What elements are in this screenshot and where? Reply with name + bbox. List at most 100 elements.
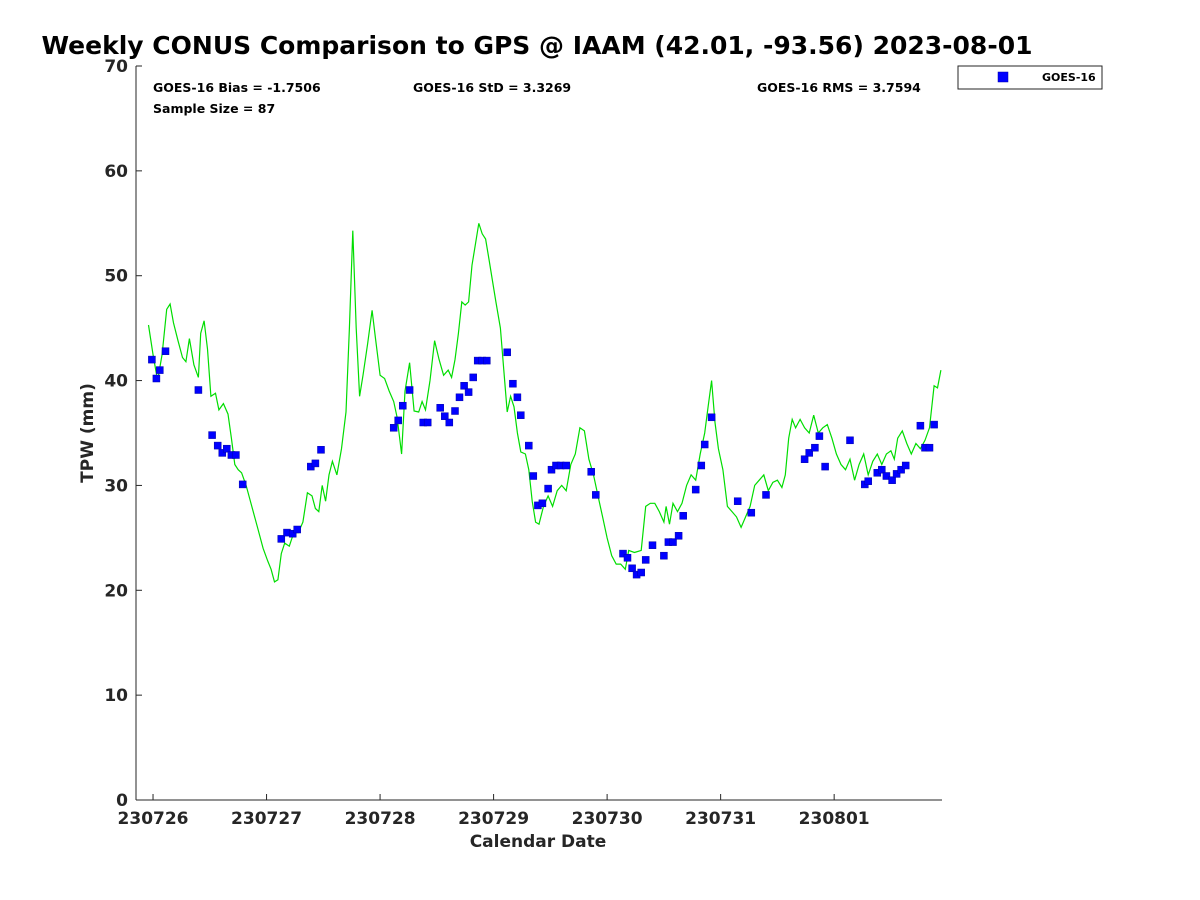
y-tick-label: 50 bbox=[104, 267, 128, 287]
legend: GOES-16 bbox=[957, 65, 1103, 90]
goes16-data-point bbox=[194, 386, 203, 394]
std-stat: GOES-16 StD = 3.3269 bbox=[413, 80, 571, 95]
y-tick-label: 70 bbox=[104, 57, 128, 77]
goes16-data-point bbox=[592, 491, 600, 499]
goes16-data-point bbox=[700, 440, 709, 449]
y-tick-label: 0 bbox=[116, 791, 128, 811]
goes16-data-point bbox=[317, 446, 325, 454]
bias-stat: GOES-16 Bias = -1.7506 bbox=[153, 80, 321, 95]
goes16-data-point bbox=[148, 355, 156, 364]
x-axis-label: Calendar Date bbox=[470, 832, 607, 852]
goes16-data-point bbox=[156, 366, 164, 374]
rms-stat: GOES-16 RMS = 3.7594 bbox=[757, 80, 921, 95]
goes16-data-point bbox=[503, 348, 511, 357]
y-tick-label: 60 bbox=[104, 162, 128, 182]
y-tick-label: 40 bbox=[104, 372, 128, 392]
goes16-data-point bbox=[223, 444, 231, 453]
goes16-data-point bbox=[805, 449, 813, 457]
goes16-data-point bbox=[538, 499, 547, 508]
goes16-data-point bbox=[815, 432, 824, 440]
goes16-data-point bbox=[517, 411, 525, 419]
y-tick-label: 10 bbox=[104, 686, 128, 706]
goes16-data-point bbox=[733, 497, 742, 505]
y-axis-label: TPW (mm) bbox=[78, 383, 98, 483]
goes16-data-point bbox=[405, 386, 414, 394]
legend-marker-icon bbox=[997, 71, 1009, 83]
goes16-data-point bbox=[888, 476, 896, 484]
y-tick-label: 20 bbox=[104, 581, 128, 601]
x-axis: 230726 230727 230728 230729 230730 230731 2308… bbox=[118, 794, 870, 829]
goes16-data-point bbox=[864, 477, 872, 485]
goes16-data-point bbox=[423, 418, 432, 427]
goes16-data-point bbox=[455, 393, 464, 402]
goes16-data-point bbox=[293, 525, 301, 534]
goes16-data-point bbox=[747, 508, 756, 517]
y-tick-label: 30 bbox=[104, 476, 128, 496]
goes16-data-point bbox=[161, 347, 170, 355]
goes16-data-point bbox=[628, 564, 636, 573]
goes16-data-point bbox=[469, 373, 477, 382]
chart-title: Weekly CONUS Comparison to GPS @ IAAM (4… bbox=[42, 31, 1033, 60]
goes16-data-point bbox=[679, 512, 687, 520]
goes16-data-point bbox=[562, 461, 570, 470]
goes16-data-point bbox=[882, 472, 891, 480]
goes16-data-point bbox=[916, 421, 925, 430]
goes16-marker-series bbox=[148, 347, 938, 579]
goes16-data-point bbox=[669, 538, 677, 546]
goes16-data-point bbox=[811, 443, 819, 452]
goes16-data-point bbox=[762, 491, 770, 499]
goes16-data-point bbox=[691, 485, 700, 494]
x-tick-label: 230727 bbox=[231, 809, 302, 829]
goes16-data-point bbox=[213, 441, 222, 450]
goes16-data-point bbox=[846, 436, 854, 445]
x-tick-label: 230726 bbox=[118, 809, 189, 829]
goes16-data-point bbox=[513, 393, 522, 402]
goes16-data-point bbox=[800, 455, 809, 463]
goes16-data-point bbox=[311, 459, 320, 468]
goes16-data-point bbox=[892, 470, 901, 478]
goes16-data-point bbox=[460, 382, 468, 390]
y-axis: 0 10 20 30 40 50 60 70 bbox=[104, 57, 142, 811]
x-tick-label: 230801 bbox=[799, 809, 870, 829]
goes16-data-point bbox=[288, 529, 297, 538]
goes16-data-point bbox=[483, 356, 491, 365]
goes16-data-point bbox=[238, 480, 247, 489]
goes16-data-point bbox=[623, 554, 632, 562]
goes16-data-point bbox=[441, 412, 449, 420]
legend-box bbox=[957, 65, 1103, 90]
goes16-data-point bbox=[637, 568, 645, 577]
goes16-data-point bbox=[897, 465, 905, 474]
goes16-data-point bbox=[399, 401, 407, 410]
goes16-data-point bbox=[394, 416, 402, 425]
goes16-data-point bbox=[218, 449, 227, 457]
x-tick-label: 230730 bbox=[572, 809, 643, 829]
x-tick-label: 230729 bbox=[458, 809, 529, 829]
goes16-data-point bbox=[707, 413, 716, 422]
goes16-data-point bbox=[587, 468, 595, 476]
goes16-data-point bbox=[277, 535, 286, 543]
goes16-data-point bbox=[878, 465, 886, 474]
goes16-data-point bbox=[648, 541, 657, 549]
gps-line-series bbox=[147, 223, 942, 583]
goes16-data-point bbox=[445, 418, 454, 427]
goes16-data-point bbox=[641, 556, 650, 564]
goes16-data-point bbox=[901, 461, 910, 470]
goes16-data-point bbox=[529, 472, 538, 480]
goes16-data-point bbox=[660, 551, 668, 560]
goes16-data-point bbox=[389, 424, 398, 432]
goes16-data-point bbox=[436, 404, 444, 412]
goes16-data-point bbox=[208, 431, 216, 439]
plot-area bbox=[136, 66, 942, 800]
gps-tpw-line bbox=[147, 223, 942, 583]
goes16-data-point bbox=[464, 388, 473, 396]
legend-label-goes16: GOES-16 bbox=[1042, 71, 1096, 84]
goes16-data-point bbox=[451, 407, 459, 415]
goes16-data-point bbox=[152, 374, 161, 383]
x-tick-label: 230728 bbox=[345, 809, 416, 829]
goes16-data-point bbox=[697, 461, 706, 470]
goes16-data-point bbox=[930, 420, 938, 429]
x-tick-label: 230731 bbox=[685, 809, 756, 829]
goes16-data-point bbox=[509, 379, 517, 388]
goes16-data-point bbox=[821, 462, 829, 471]
